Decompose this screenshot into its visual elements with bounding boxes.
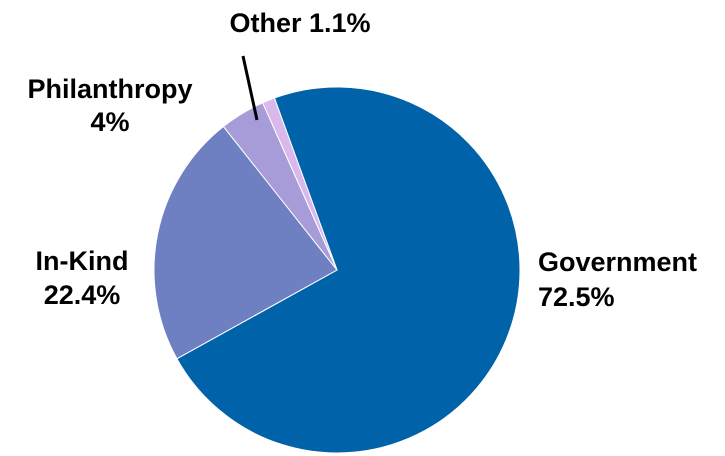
other-leader-line: [241, 55, 259, 121]
label-in-kind: In-Kind: [36, 246, 129, 276]
pct-government: 72.5%: [538, 282, 615, 312]
slice-government: [176, 86, 521, 454]
slice-other: [262, 97, 338, 271]
label-other: Other 1.1%: [229, 8, 370, 38]
pie-slices: [153, 86, 521, 454]
pct-in-kind: 22.4%: [44, 280, 121, 310]
label-government: Government: [538, 247, 697, 277]
label-philanthropy: Philanthropy: [27, 74, 192, 104]
slice-in-kind: [153, 125, 338, 360]
pct-philanthropy: 4%: [90, 107, 129, 137]
